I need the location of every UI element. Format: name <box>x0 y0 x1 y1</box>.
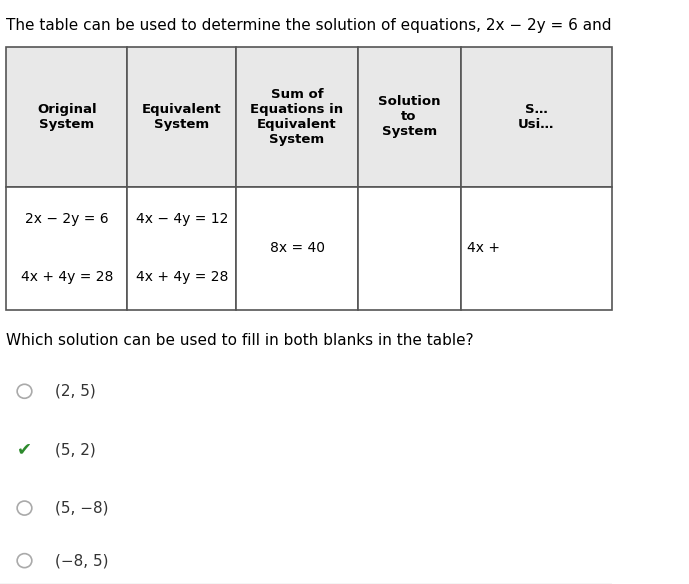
Text: Equivalent
System: Equivalent System <box>142 103 222 131</box>
Text: Sum of
Equations in
Equivalent
System: Sum of Equations in Equivalent System <box>250 88 344 146</box>
Text: Original
System: Original System <box>37 103 96 131</box>
Bar <box>127 187 236 310</box>
Text: 4x + 4y = 28: 4x + 4y = 28 <box>21 270 113 284</box>
Text: 8x = 40: 8x = 40 <box>269 241 325 255</box>
Bar <box>127 47 236 187</box>
Text: The table can be used to determine the solution of equations, 2x − 2y = 6 and: The table can be used to determine the s… <box>6 18 612 33</box>
Bar <box>6 47 127 187</box>
Text: 4x +: 4x + <box>466 241 500 255</box>
Bar <box>236 187 358 310</box>
Bar <box>461 47 612 187</box>
Bar <box>236 47 358 187</box>
Bar <box>358 47 461 187</box>
Text: S…
Usi…: S… Usi… <box>518 103 555 131</box>
Text: (−8, 5): (−8, 5) <box>55 553 109 568</box>
Bar <box>461 187 612 310</box>
Text: (2, 5): (2, 5) <box>55 384 96 399</box>
Text: Solution
to
System: Solution to System <box>378 95 440 138</box>
Text: (5, −8): (5, −8) <box>55 500 109 516</box>
Text: ✔: ✔ <box>17 441 32 458</box>
Text: Which solution can be used to fill in both blanks in the table?: Which solution can be used to fill in bo… <box>6 333 474 348</box>
Text: 4x + 4y = 28: 4x + 4y = 28 <box>136 270 228 284</box>
Bar <box>358 187 461 310</box>
Text: 4x − 4y = 12: 4x − 4y = 12 <box>136 212 228 226</box>
Bar <box>6 187 127 310</box>
Text: 2x − 2y = 6: 2x − 2y = 6 <box>25 212 109 226</box>
Text: (5, 2): (5, 2) <box>55 442 96 457</box>
